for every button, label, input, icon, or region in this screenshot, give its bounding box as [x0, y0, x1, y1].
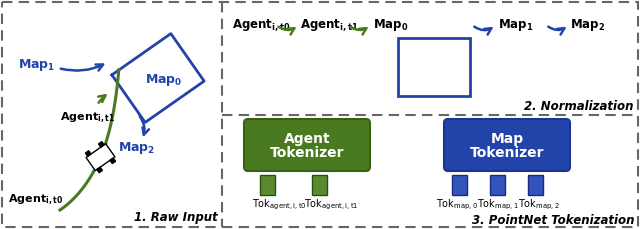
- Bar: [312, 175, 327, 195]
- Text: Tokenizer: Tokenizer: [269, 146, 344, 160]
- Bar: [398, 38, 470, 96]
- Polygon shape: [97, 167, 102, 173]
- FancyBboxPatch shape: [444, 119, 570, 171]
- Polygon shape: [99, 142, 104, 147]
- Text: $\mathbf{Map_2}$: $\mathbf{Map_2}$: [570, 17, 605, 33]
- Bar: [528, 175, 543, 195]
- Polygon shape: [86, 144, 115, 171]
- Text: Agent: Agent: [284, 132, 330, 146]
- Text: $\mathrm{Tok_{agent,i,t1}}$: $\mathrm{Tok_{agent,i,t1}}$: [304, 198, 358, 212]
- Text: $\mathrm{Tok_{map,1}}$: $\mathrm{Tok_{map,1}}$: [477, 198, 519, 212]
- Text: $\mathrm{Tok_{agent,i,t0}}$: $\mathrm{Tok_{agent,i,t0}}$: [252, 198, 307, 212]
- Text: $\mathbf{Agent_{i,t0}}$: $\mathbf{Agent_{i,t0}}$: [232, 17, 291, 33]
- Text: 1. Raw Input: 1. Raw Input: [134, 212, 218, 224]
- Text: $\mathbf{Map_0}$: $\mathbf{Map_0}$: [145, 72, 183, 88]
- Bar: [452, 175, 467, 195]
- Text: $\mathbf{Agent_{i,t1}}$: $\mathbf{Agent_{i,t1}}$: [60, 111, 115, 125]
- Text: 2. Normalization: 2. Normalization: [525, 101, 634, 114]
- Polygon shape: [85, 151, 91, 156]
- Text: $\mathrm{Tok_{map,0}}$: $\mathrm{Tok_{map,0}}$: [436, 198, 478, 212]
- Text: Map: Map: [490, 132, 524, 146]
- Text: Tokenizer: Tokenizer: [470, 146, 544, 160]
- Bar: [260, 175, 275, 195]
- Text: $\mathbf{Map_1}$: $\mathbf{Map_1}$: [498, 17, 533, 33]
- Bar: [490, 175, 505, 195]
- Text: $\mathbf{Map_0}$: $\mathbf{Map_0}$: [373, 17, 408, 33]
- Polygon shape: [110, 158, 116, 164]
- Text: $\mathrm{Tok_{map,2}}$: $\mathrm{Tok_{map,2}}$: [518, 198, 560, 212]
- Text: $\mathbf{Map_1}$: $\mathbf{Map_1}$: [18, 57, 56, 73]
- Text: 3. PointNet Tokenization: 3. PointNet Tokenization: [472, 213, 634, 226]
- Text: $\mathbf{Map_2}$: $\mathbf{Map_2}$: [118, 140, 156, 156]
- FancyBboxPatch shape: [244, 119, 370, 171]
- Text: $\mathbf{Agent_{i,t1}}$: $\mathbf{Agent_{i,t1}}$: [300, 17, 358, 33]
- Text: $\mathbf{Agent_{i,t0}}$: $\mathbf{Agent_{i,t0}}$: [8, 193, 63, 207]
